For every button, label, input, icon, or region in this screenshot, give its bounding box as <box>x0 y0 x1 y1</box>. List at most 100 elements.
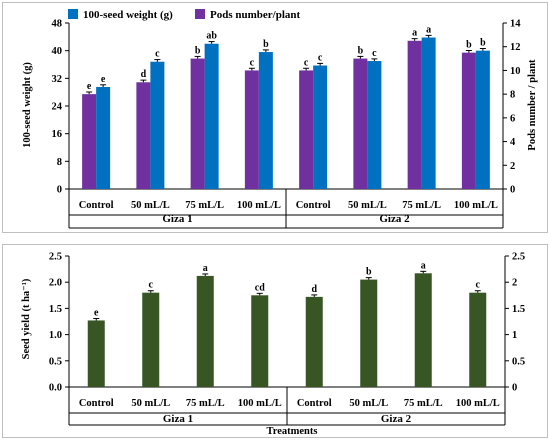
left-tick-label: 24 <box>52 102 63 113</box>
group-label: Giza 1 <box>163 413 193 425</box>
bar <box>258 52 273 189</box>
group-label: Giza 2 <box>379 213 410 225</box>
chart-panel-bottom: Seed yield (t ha⁻¹) Treatments 0.0 0.5 1.0… <box>2 244 548 438</box>
significance-letter: b <box>263 39 269 50</box>
bar <box>313 65 328 189</box>
significance-letter: e <box>94 307 99 318</box>
significance-letter: ab <box>206 31 217 42</box>
right-tick-label: 6 <box>510 113 515 124</box>
category-label: Control <box>79 398 114 409</box>
left-tick-label: 2.5 <box>49 252 62 263</box>
right-tick-label: 14 <box>510 19 521 30</box>
category-label: Control <box>79 200 114 211</box>
significance-letter: d <box>141 69 147 80</box>
category-label: 100 mL/L <box>454 200 498 211</box>
legend-label-seed-weight: 100-seed weight (g) <box>83 9 173 21</box>
category-label: 100 mL/L <box>237 200 281 211</box>
seed-weight-pods-chart: 100-seed weight (g) Pods number/plant 10… <box>22 9 538 229</box>
bar <box>299 70 314 189</box>
bar <box>360 279 378 387</box>
significance-letter: c <box>304 57 309 68</box>
bar <box>251 295 269 387</box>
left-tick-label: 0.0 <box>49 383 62 394</box>
category-label: 100 mL/L <box>238 398 282 409</box>
legend-label-pods: Pods number/plant <box>210 9 300 21</box>
right-tick-label: 2 <box>512 278 517 289</box>
significance-letter: a <box>203 263 208 274</box>
right-tick-label: 0 <box>512 383 517 394</box>
right-axis-title: Pods number / plant <box>527 59 538 151</box>
bar <box>150 61 165 189</box>
significance-letter: a <box>426 24 431 35</box>
chart-panel-top: 100-seed weight (g) Pods number/plant 10… <box>2 2 548 233</box>
category-label: 75 mL/L <box>404 398 443 409</box>
right-tick-label: 4 <box>510 137 516 148</box>
right-tick-label: 2 <box>510 161 515 172</box>
bar <box>142 292 160 387</box>
significance-letter: a <box>421 260 426 271</box>
left-axis-title: 100-seed weight (g) <box>22 62 33 148</box>
significance-letter: b <box>358 45 364 56</box>
significance-letter: d <box>311 284 317 295</box>
right-tick-label: 2.5 <box>512 252 525 263</box>
legend-swatch-seed-weight <box>68 9 78 19</box>
left-tick-label: 40 <box>52 46 63 57</box>
right-tick-label: 10 <box>510 66 521 77</box>
bar <box>461 52 476 190</box>
significance-letter: a <box>412 28 417 39</box>
category-label: Control <box>296 200 331 211</box>
bar <box>407 40 422 190</box>
left-tick-label: 1.0 <box>49 330 62 341</box>
left-tick-label: 0.5 <box>49 356 62 367</box>
left-tick-label: 32 <box>52 74 63 85</box>
bar <box>190 58 205 190</box>
bar <box>204 43 219 189</box>
left-tick-label: 0 <box>57 185 62 196</box>
category-label: 50 mL/L <box>348 200 387 211</box>
bar <box>353 58 368 190</box>
left-tick-label: 1.5 <box>49 304 62 315</box>
bar <box>469 292 487 387</box>
bar <box>87 320 105 387</box>
category-label: 75 mL/L <box>185 200 224 211</box>
significance-letter: c <box>476 280 481 291</box>
right-tick-label: 1.5 <box>512 304 525 315</box>
bar <box>136 82 151 189</box>
category-label: 50 mL/L <box>349 398 388 409</box>
bar <box>82 94 97 189</box>
significance-letter: b <box>366 267 372 278</box>
left-tick-label: 48 <box>52 19 63 30</box>
left-axis-title: Seed yield (t ha⁻¹) <box>21 278 32 359</box>
significance-letter: c <box>318 52 323 63</box>
significance-letter: e <box>101 74 106 85</box>
category-label: 50 mL/L <box>131 200 170 211</box>
right-tick-label: 0 <box>510 185 515 196</box>
bar <box>414 273 432 387</box>
left-tick-label: 8 <box>57 157 62 168</box>
bar <box>305 296 323 387</box>
category-label: Control <box>297 398 332 409</box>
category-label: 50 mL/L <box>131 398 170 409</box>
category-label: 75 mL/L <box>186 398 225 409</box>
bar <box>421 37 436 190</box>
legend-swatch-pods <box>195 9 205 19</box>
bar <box>367 61 382 189</box>
bar <box>196 275 214 387</box>
significance-letter: c <box>155 49 160 60</box>
significance-letter: b <box>466 39 472 50</box>
group-label: Giza 1 <box>162 213 192 225</box>
significance-letter: b <box>480 38 486 49</box>
significance-letter: cd <box>255 282 265 293</box>
right-tick-label: 8 <box>510 90 515 101</box>
right-tick-label: 0.5 <box>512 356 525 367</box>
category-label: 75 mL/L <box>402 200 441 211</box>
significance-letter: c <box>372 48 377 59</box>
group-label: Giza 2 <box>381 413 412 425</box>
significance-letter: c <box>250 57 255 68</box>
bar <box>244 70 259 189</box>
seed-yield-chart: Seed yield (t ha⁻¹) Treatments 0.0 0.5 1.0… <box>21 252 525 438</box>
right-tick-label: 12 <box>510 42 521 53</box>
right-tick-label: 1 <box>512 330 517 341</box>
bar <box>475 50 490 189</box>
left-tick-label: 16 <box>52 129 63 140</box>
